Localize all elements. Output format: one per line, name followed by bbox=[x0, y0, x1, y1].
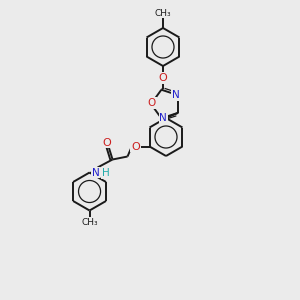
Text: N: N bbox=[92, 167, 99, 178]
Text: O: O bbox=[102, 137, 111, 148]
Text: O: O bbox=[131, 142, 140, 152]
Text: O: O bbox=[159, 73, 167, 83]
Text: CH₃: CH₃ bbox=[155, 8, 171, 17]
Text: H: H bbox=[102, 169, 110, 178]
Text: N: N bbox=[160, 113, 167, 123]
Text: N: N bbox=[172, 90, 180, 100]
Text: O: O bbox=[148, 98, 156, 108]
Text: CH₃: CH₃ bbox=[81, 218, 98, 227]
